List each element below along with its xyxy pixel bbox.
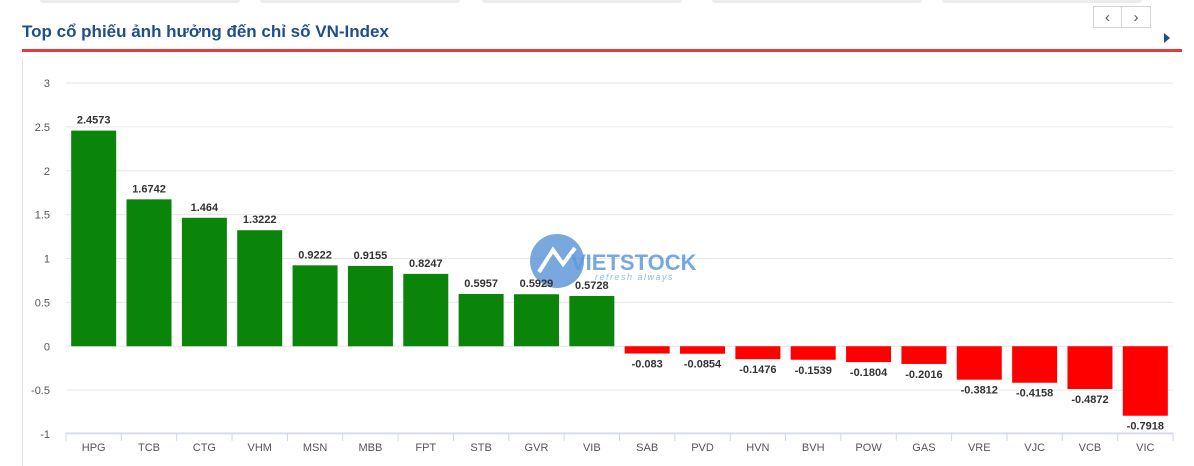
data-label: -0.4158	[1016, 388, 1053, 400]
x-tick-label: VIB	[583, 442, 601, 454]
x-tick-label: HPG	[82, 442, 106, 454]
watermark-brand: VIETSTOCK	[571, 250, 697, 275]
y-axis-ticks: 3 2.5 2 1.5 1 0.5 0 -0.5 -1	[31, 78, 50, 441]
bar-ctg	[181, 217, 227, 347]
data-label: -0.1539	[795, 365, 832, 377]
x-tick-label: VIC	[1136, 442, 1154, 454]
top-tab-stub[interactable]	[482, 0, 682, 3]
data-label: -0.4872	[1071, 394, 1108, 406]
y-tick-label: 1	[44, 254, 50, 266]
x-tick-label: SAB	[636, 442, 658, 454]
x-tick-label: VHM	[247, 442, 271, 454]
bar-mbb	[347, 265, 393, 347]
top-tab-stub[interactable]	[712, 0, 922, 3]
x-tick-label: MSN	[303, 442, 328, 454]
bar-vcb	[1067, 346, 1113, 390]
data-label: -0.1476	[739, 364, 776, 376]
bar-tcb	[126, 199, 172, 347]
previous-button[interactable]: ‹	[1093, 6, 1122, 28]
x-tick-label: HVN	[746, 442, 769, 454]
bar-gas	[901, 346, 947, 364]
x-tick-label: GVR	[525, 442, 549, 454]
data-label: 0.5728	[575, 280, 609, 292]
data-label: 0.5929	[520, 278, 554, 290]
bar-hvn	[735, 346, 781, 360]
bar-gvr	[513, 294, 559, 347]
bar-vic	[1122, 346, 1168, 416]
data-label: -0.0854	[684, 359, 722, 371]
y-tick-label: -0.5	[31, 385, 50, 397]
y-tick-label: 3	[44, 78, 50, 90]
top-tab-stub[interactable]	[942, 0, 1142, 3]
data-label: 0.9155	[354, 250, 388, 262]
data-label: 0.9222	[298, 249, 332, 261]
watermark-logo-icon	[530, 234, 584, 288]
x-tick-label: STB	[470, 442, 491, 454]
top-tab-stub[interactable]	[40, 0, 240, 3]
x-tick-label: CTG	[193, 442, 216, 454]
bar-msn	[292, 265, 338, 347]
data-label: -0.7918	[1127, 421, 1164, 433]
value-labels: 2.4573 1.6742 1.464 1.3222 0.9222 0.9155 0.824…	[77, 115, 1164, 433]
bar-vhm	[237, 230, 283, 347]
chart-area: VIETSTOCK refresh always 2.4573 1.6742 1.4…	[22, 58, 1182, 466]
bars	[71, 130, 1168, 416]
watermark-slogan: refresh always	[595, 272, 674, 282]
bar-vib	[569, 295, 615, 347]
data-label: 0.8247	[409, 258, 443, 270]
bar-sab	[624, 346, 670, 354]
bar-vre	[956, 346, 1002, 380]
data-label: -0.083	[632, 359, 663, 371]
x-tick-label: VRE	[968, 442, 991, 454]
data-label: 0.5957	[464, 278, 498, 290]
data-label: 1.3222	[243, 214, 277, 226]
x-tick-label: FPT	[415, 442, 436, 454]
bar-chart: VIETSTOCK refresh always 2.4573 1.6742 1.4…	[31, 78, 1174, 454]
data-label: -0.2016	[905, 369, 942, 381]
x-tick-label: TCB	[138, 442, 160, 454]
x-tick-label: PVD	[691, 442, 714, 454]
x-tick-label: MBB	[359, 442, 383, 454]
y-tick-label: 2	[44, 166, 50, 178]
chevron-right-icon: ›	[1133, 8, 1139, 26]
bar-pow	[846, 346, 892, 363]
bar-stb	[458, 293, 504, 347]
chevron-left-icon: ‹	[1105, 8, 1110, 26]
bar-bvh	[790, 346, 836, 360]
vietstock-watermark: VIETSTOCK refresh always	[530, 234, 697, 288]
pager-controls: ‹ ›	[1093, 6, 1151, 28]
watermark-arrow-icon	[537, 246, 577, 274]
bar-fpt	[403, 273, 449, 347]
x-tick-label: BVH	[802, 442, 825, 454]
bar-vjc	[1012, 346, 1058, 383]
data-label: 2.4573	[77, 115, 111, 127]
bar-hpg	[71, 130, 117, 347]
next-button[interactable]: ›	[1122, 6, 1151, 28]
data-label: 1.6742	[132, 183, 166, 195]
x-axis-ticks: HPG TCB CTG VHM MSN MBB FPT STB GVR VIB SAB PVD HVN B…	[65, 433, 1174, 454]
y-tick-label: 0	[44, 341, 50, 353]
title-underline	[22, 49, 1182, 52]
bar-pvd	[680, 346, 726, 354]
y-tick-label: 0.5	[35, 297, 50, 309]
y-tick-label: -1	[40, 429, 50, 441]
x-tick-label: GAS	[912, 442, 935, 454]
top-tab-stub[interactable]	[260, 0, 460, 3]
x-tick-label: POW	[855, 442, 882, 454]
y-tick-label: 1.5	[35, 210, 50, 222]
data-label: -0.1804	[850, 367, 888, 379]
x-tick-label: VJC	[1024, 442, 1045, 454]
widget-title: Top cổ phiếu ảnh hưởng đến chỉ số VN-Ind…	[22, 22, 389, 41]
caret-right-icon[interactable]	[1164, 33, 1170, 43]
data-label: -0.3812	[961, 385, 998, 397]
y-tick-label: 2.5	[35, 122, 50, 134]
data-label: 1.464	[191, 202, 219, 214]
x-tick-label: VCB	[1079, 442, 1102, 454]
